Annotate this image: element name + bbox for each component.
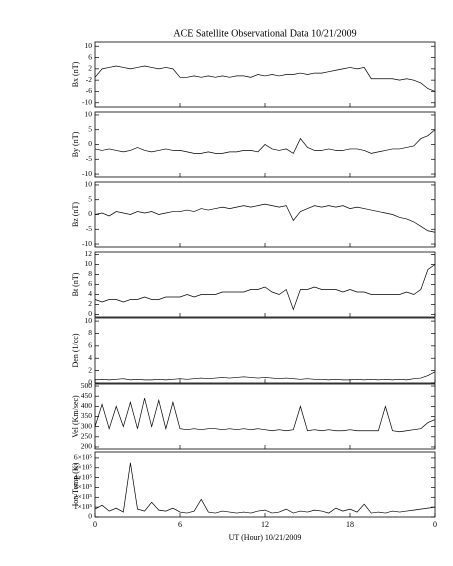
- y-tick-label: 5: [88, 194, 92, 203]
- y-tick-label: 10: [85, 110, 93, 119]
- y-axis-label: Bx (nT): [71, 61, 80, 87]
- y-tick-label: 0: [88, 209, 92, 218]
- panel-frame: [94, 383, 436, 450]
- y-tick-label: 1×10⁵: [74, 502, 92, 511]
- y-axis-label: Den (1/cc): [71, 333, 80, 367]
- y-tick-label: 500: [81, 381, 93, 390]
- y-tick-label: 6: [88, 52, 92, 61]
- y-tick-label: 4: [88, 353, 92, 362]
- data-line: [94, 371, 436, 381]
- data-line: [94, 203, 436, 233]
- panel-frame: [94, 251, 436, 318]
- y-tick-label: -5: [86, 154, 92, 163]
- data-line: [94, 462, 436, 514]
- y-tick-label: 12: [85, 249, 93, 258]
- panel-frame: [94, 317, 436, 384]
- y-tick-label: 0: [88, 309, 92, 318]
- y-tick-label: 450: [81, 391, 93, 400]
- y-axis-label: By (nT): [71, 131, 80, 157]
- y-tick-label: 2×10⁵: [74, 492, 92, 501]
- chart-title: ACE Satellite Observational Data 10/21/2…: [173, 28, 356, 39]
- y-axis-label: Ion Temp (K): [71, 462, 80, 506]
- panel-frame: [94, 41, 436, 108]
- y-tick-label: 250: [81, 432, 93, 441]
- data-line: [94, 264, 436, 311]
- y-tick-label: -10: [82, 97, 92, 106]
- y-tick-label: 6×10⁵: [74, 453, 92, 462]
- y-axis-label: Vel (Km/sec): [71, 395, 80, 438]
- y-tick-label: 8: [88, 269, 92, 278]
- y-tick-label: 350: [81, 411, 93, 420]
- y-tick-label: 4×10⁵: [74, 472, 92, 481]
- y-tick-label: 3×10⁵: [74, 482, 92, 491]
- y-tick-label: 0: [88, 512, 92, 521]
- y-tick-label: 300: [81, 421, 93, 430]
- y-axis-label: Bz (nT): [71, 202, 80, 227]
- y-tick-label: -10: [82, 239, 92, 248]
- y-tick-label: 5×10⁵: [74, 462, 92, 471]
- y-tick-label: -10: [82, 169, 92, 178]
- data-line: [94, 129, 436, 154]
- data-line: [94, 65, 436, 92]
- y-tick-label: 8: [88, 328, 92, 337]
- y-tick-label: 0: [88, 378, 92, 387]
- y-tick-label: 200: [81, 442, 93, 451]
- y-tick-label: 10: [85, 41, 93, 50]
- y-tick-label: 2: [88, 365, 92, 374]
- y-tick-label: 0: [88, 139, 92, 148]
- x-tick-label: 0: [433, 520, 437, 529]
- y-tick-label: 2: [88, 64, 92, 73]
- y-tick-label: 10: [85, 180, 93, 189]
- y-tick-label: 10: [85, 259, 93, 268]
- y-tick-label: 4: [88, 289, 92, 298]
- panel-frame: [94, 181, 436, 248]
- y-tick-label: 6: [88, 279, 92, 288]
- data-line: [94, 398, 436, 433]
- y-tick-label: -2: [86, 75, 92, 84]
- y-axis-label: Bt (nT): [71, 272, 80, 296]
- panel-frame: [94, 451, 436, 518]
- y-tick-label: -6: [86, 86, 92, 95]
- y-tick-label: 10: [85, 316, 93, 325]
- y-tick-label: -5: [86, 224, 92, 233]
- x-axis-label: UT (Hour) 10/21/2009: [229, 533, 302, 542]
- y-tick-label: 6: [88, 341, 92, 350]
- x-tick-label: 0: [93, 520, 97, 529]
- x-tick-label: 18: [346, 520, 354, 529]
- x-tick-label: 12: [261, 520, 269, 529]
- y-tick-label: 2: [88, 299, 92, 308]
- x-tick-label: 6: [178, 520, 182, 529]
- y-tick-label: 5: [88, 124, 92, 133]
- y-tick-label: 400: [81, 401, 93, 410]
